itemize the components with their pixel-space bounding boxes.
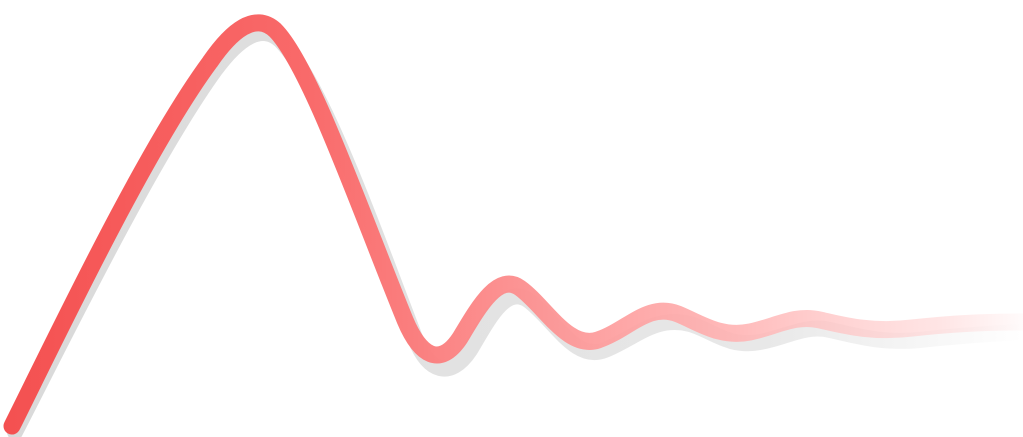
wave-shadow [7, 25, 1023, 437]
damped-wave-line [3, 14, 1023, 435]
